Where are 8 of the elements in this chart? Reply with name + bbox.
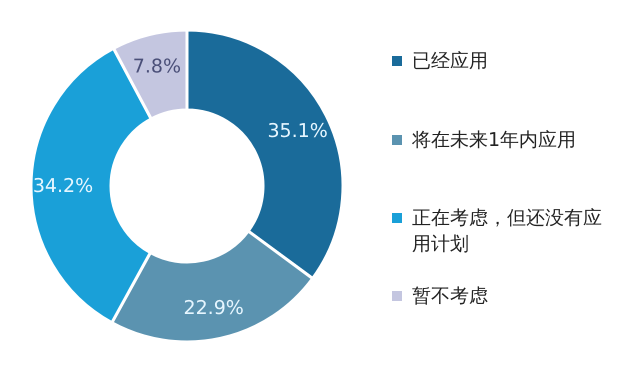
- legend-label: 暂不考虑: [412, 284, 488, 309]
- legend-label: 已经应用: [412, 49, 488, 74]
- legend-label: 将在未来1年内应用: [412, 128, 576, 153]
- data-label: 34.2%: [32, 175, 94, 198]
- legend-label: 正在考虑，但还没有应用计划: [412, 206, 603, 257]
- data-label: 22.9%: [183, 297, 244, 320]
- data-label: 35.1%: [267, 120, 328, 142]
- data-label: 7.8%: [132, 56, 182, 78]
